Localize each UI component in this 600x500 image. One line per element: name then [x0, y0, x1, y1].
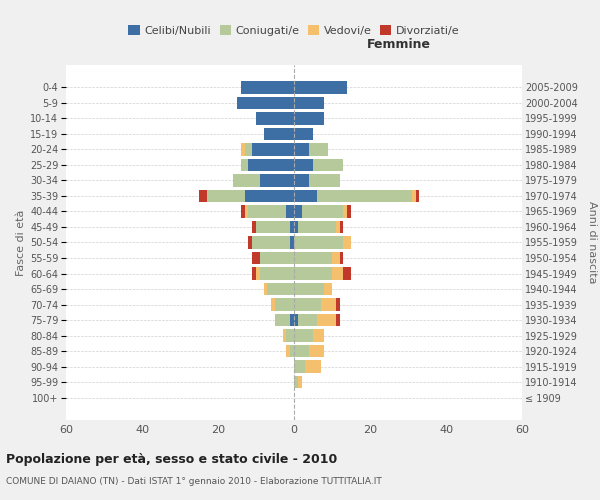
Bar: [245, 205, 248, 218]
Bar: [256, 220, 290, 234]
Bar: [252, 143, 294, 156]
Bar: [294, 329, 313, 342]
Bar: [298, 314, 317, 326]
Bar: [309, 174, 340, 187]
Bar: [313, 158, 343, 172]
Text: COMUNE DI DAIANO (TN) - Dati ISTAT 1° gennaio 2010 - Elaborazione TUTTITALIA.IT: COMUNE DI DAIANO (TN) - Dati ISTAT 1° ge…: [6, 478, 382, 486]
Bar: [248, 205, 286, 218]
Y-axis label: Anni di nascita: Anni di nascita: [587, 201, 597, 284]
Bar: [206, 190, 245, 202]
Bar: [286, 344, 290, 358]
Bar: [256, 112, 294, 125]
Bar: [294, 128, 313, 140]
Bar: [290, 220, 294, 234]
Bar: [343, 267, 351, 280]
Bar: [199, 190, 206, 202]
Bar: [340, 220, 343, 234]
Bar: [248, 236, 252, 249]
Bar: [302, 205, 343, 218]
Bar: [271, 298, 275, 311]
Bar: [294, 252, 332, 264]
Legend: Celibi/Nubili, Coniugati/e, Vedovi/e, Divorziati/e: Celibi/Nubili, Coniugati/e, Vedovi/e, Di…: [124, 21, 464, 40]
Bar: [294, 376, 298, 388]
Bar: [256, 267, 260, 280]
Bar: [294, 190, 317, 202]
Bar: [294, 205, 302, 218]
Bar: [294, 81, 347, 94]
Bar: [286, 329, 294, 342]
Bar: [290, 236, 294, 249]
Bar: [260, 252, 294, 264]
Bar: [294, 282, 325, 296]
Bar: [294, 174, 309, 187]
Bar: [241, 81, 294, 94]
Bar: [294, 143, 309, 156]
Bar: [294, 220, 298, 234]
Bar: [332, 252, 340, 264]
Bar: [298, 220, 336, 234]
Bar: [241, 143, 245, 156]
Bar: [283, 329, 286, 342]
Bar: [290, 344, 294, 358]
Bar: [245, 190, 294, 202]
Bar: [275, 314, 290, 326]
Bar: [294, 236, 343, 249]
Bar: [263, 128, 294, 140]
Bar: [245, 143, 252, 156]
Bar: [294, 298, 320, 311]
Bar: [260, 174, 294, 187]
Bar: [320, 298, 336, 311]
Bar: [252, 236, 290, 249]
Bar: [294, 96, 325, 110]
Bar: [309, 344, 325, 358]
Bar: [252, 252, 260, 264]
Bar: [325, 282, 332, 296]
Bar: [252, 267, 256, 280]
Text: Femmine: Femmine: [367, 38, 431, 51]
Bar: [248, 158, 294, 172]
Bar: [309, 143, 328, 156]
Bar: [340, 252, 343, 264]
Text: Popolazione per età, sesso e stato civile - 2010: Popolazione per età, sesso e stato civil…: [6, 452, 337, 466]
Bar: [275, 298, 294, 311]
Bar: [332, 267, 343, 280]
Bar: [313, 329, 325, 342]
Bar: [263, 282, 268, 296]
Bar: [290, 314, 294, 326]
Bar: [336, 314, 340, 326]
Bar: [343, 205, 347, 218]
Bar: [298, 376, 302, 388]
Y-axis label: Fasce di età: Fasce di età: [16, 210, 26, 276]
Bar: [347, 205, 351, 218]
Bar: [252, 220, 256, 234]
Bar: [241, 205, 245, 218]
Bar: [343, 236, 351, 249]
Bar: [317, 190, 412, 202]
Bar: [233, 174, 260, 187]
Bar: [336, 220, 340, 234]
Bar: [286, 205, 294, 218]
Bar: [294, 158, 313, 172]
Bar: [294, 267, 332, 280]
Bar: [416, 190, 419, 202]
Bar: [260, 267, 294, 280]
Bar: [241, 158, 248, 172]
Bar: [336, 298, 340, 311]
Bar: [294, 360, 305, 373]
Bar: [294, 314, 298, 326]
Bar: [237, 96, 294, 110]
Bar: [317, 314, 336, 326]
Bar: [294, 112, 325, 125]
Bar: [305, 360, 320, 373]
Bar: [268, 282, 294, 296]
Bar: [294, 344, 309, 358]
Bar: [412, 190, 416, 202]
